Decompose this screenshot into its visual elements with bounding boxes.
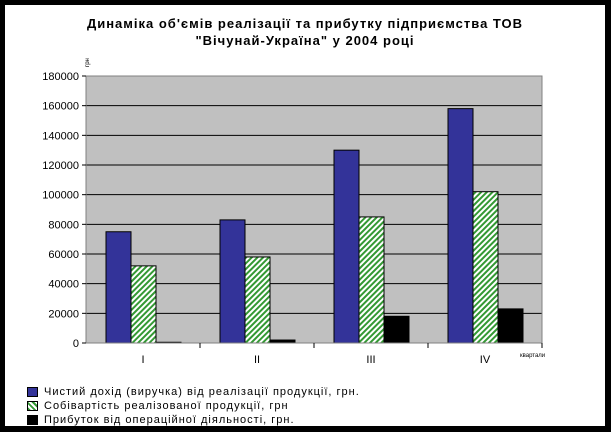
bar-1-III <box>333 149 360 344</box>
y-tick-label: 60000 <box>48 249 79 261</box>
y-tick-label: 140000 <box>42 130 79 142</box>
y-tick-label: 160000 <box>42 101 79 113</box>
x-tick-label: III <box>366 354 375 366</box>
legend: Чистий дохід (виручка) від реалізації пр… <box>27 385 360 427</box>
y-tick-label: 20000 <box>48 308 79 320</box>
y-tick-label: 40000 <box>48 279 79 291</box>
legend-item: Прибуток від операційної діяльності, грн… <box>27 413 360 427</box>
bar-2-II <box>244 256 271 344</box>
x-axis-label: квартали <box>520 353 545 359</box>
legend-swatch <box>27 415 38 425</box>
chart-title-line-1: Динаміка об'ємів реалізації та прибутку … <box>86 16 524 31</box>
y-tick-label: 100000 <box>42 190 79 202</box>
bar-1-I <box>105 231 132 344</box>
legend-label: Прибуток від операційної діяльності, грн… <box>44 414 295 426</box>
x-tick-labels: I II III IV <box>141 343 543 366</box>
bar-2-IV <box>472 191 499 344</box>
bars <box>105 108 524 344</box>
bar-2-III <box>358 216 385 344</box>
y-tick-label: 180000 <box>42 71 79 83</box>
bar-1-IV <box>447 108 474 344</box>
y-axis-label: грн <box>85 58 91 67</box>
bar-chart: 0 20000 40000 60000 80000 100000 120000 140000 1… <box>42 58 545 366</box>
legend-swatch <box>27 401 38 411</box>
legend-swatch <box>27 387 38 397</box>
chart-title: Динаміка об'ємів реалізації та прибутку … <box>5 15 605 49</box>
legend-label: Собівартість реалізованої продукції, грн <box>44 400 289 412</box>
legend-label: Чистий дохід (виручка) від реалізації пр… <box>44 386 360 398</box>
x-tick-label: IV <box>480 354 491 366</box>
chart-frame: Динаміка об'ємів реалізації та прибутку … <box>5 5 605 426</box>
bar-2-I <box>130 265 157 344</box>
chart-title-line-2: "Вічунай-Україна" у 2004 році <box>195 33 415 48</box>
y-tick-label: 120000 <box>42 160 79 172</box>
y-tick-label: 0 <box>73 338 79 350</box>
bar-3-IV <box>497 308 524 344</box>
legend-item: Чистий дохід (виручка) від реалізації пр… <box>27 385 360 399</box>
bar-3-III <box>383 315 410 344</box>
legend-item: Собівартість реалізованої продукції, грн <box>27 399 360 413</box>
x-tick-label: I <box>141 354 144 366</box>
y-tick-label: 80000 <box>48 219 79 231</box>
x-tick-label: II <box>254 354 260 366</box>
y-tick-labels: 0 20000 40000 60000 80000 100000 120000 140000 1… <box>42 71 86 350</box>
bar-1-II <box>219 219 246 344</box>
